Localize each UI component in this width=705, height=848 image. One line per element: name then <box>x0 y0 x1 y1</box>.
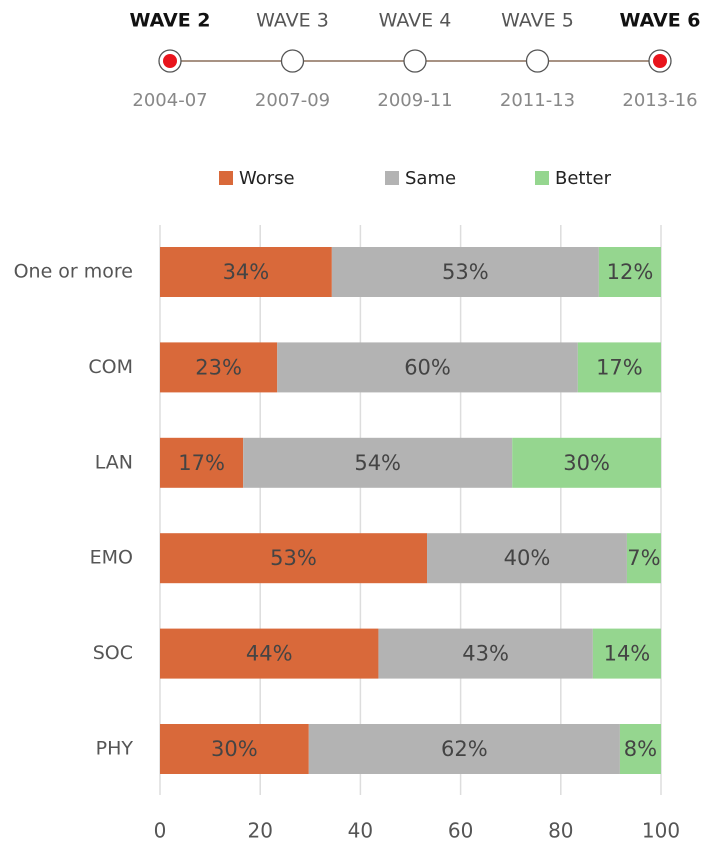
x-tick-label: 80 <box>548 819 573 843</box>
bar-segment <box>626 533 661 584</box>
wave-selected-dot[interactable] <box>163 54 177 68</box>
bar-segment <box>160 533 428 584</box>
wave-label[interactable]: WAVE 4 <box>379 10 452 32</box>
legend-swatch <box>219 171 233 185</box>
wave-dates: 2004-07 <box>132 90 207 111</box>
x-tick-label: 40 <box>348 819 373 843</box>
wave-dates: 2007-09 <box>255 90 330 111</box>
bar-segment <box>512 437 661 488</box>
wave-dates: 2009-11 <box>377 90 452 111</box>
wave-dates: 2011-13 <box>500 90 575 111</box>
value-label: 23% <box>195 355 242 379</box>
value-label: 14% <box>604 642 651 666</box>
value-label: 7% <box>627 546 660 570</box>
value-label: 17% <box>596 355 643 379</box>
bar-segment <box>427 533 627 584</box>
value-label: 30% <box>563 451 610 475</box>
y-tick-label: LAN <box>95 451 133 473</box>
wave-label[interactable]: WAVE 3 <box>256 10 329 32</box>
y-tick-label: COM <box>88 356 133 378</box>
legend-label: Better <box>555 168 612 189</box>
value-label: 17% <box>178 451 225 475</box>
value-label: 40% <box>504 546 551 570</box>
bar-segment <box>577 342 661 393</box>
x-tick-label: 0 <box>154 819 167 843</box>
y-tick-label: One or more <box>14 261 133 283</box>
value-label: 34% <box>223 260 270 284</box>
wave-label[interactable]: WAVE 5 <box>501 10 574 32</box>
value-label: 43% <box>462 642 509 666</box>
wave-dates: 2013-16 <box>622 90 697 111</box>
wave-dot[interactable] <box>403 49 427 73</box>
y-tick-label: EMO <box>90 547 133 569</box>
bar-segment <box>160 628 379 679</box>
bar-segment <box>378 628 593 679</box>
value-label: 44% <box>246 642 293 666</box>
x-tick-label: 20 <box>247 819 272 843</box>
bar-segment <box>619 724 661 774</box>
bar-segment <box>160 342 278 393</box>
value-label: 30% <box>211 737 258 761</box>
value-label: 53% <box>270 546 317 570</box>
x-tick-label: 100 <box>642 819 680 843</box>
y-tick-label: SOC <box>93 642 133 664</box>
legend-label: Worse <box>239 168 295 189</box>
bar-segment <box>598 247 661 297</box>
bar-segment <box>592 628 661 679</box>
value-label: 53% <box>442 260 489 284</box>
value-label: 60% <box>404 355 451 379</box>
bar-segment <box>243 437 513 488</box>
x-tick-label: 60 <box>448 819 473 843</box>
value-label: 8% <box>624 737 657 761</box>
value-label: 62% <box>441 737 488 761</box>
value-label: 12% <box>607 260 654 284</box>
wave-dot[interactable] <box>525 49 550 73</box>
wave-label[interactable]: WAVE 2 <box>129 10 210 32</box>
bar-segment <box>277 342 578 393</box>
wave-dot[interactable] <box>280 49 305 73</box>
legend-swatch <box>385 171 399 185</box>
y-tick-label: PHY <box>96 738 134 760</box>
wave-label[interactable]: WAVE 6 <box>619 10 700 32</box>
bar-segment <box>160 724 309 774</box>
legend-label: Same <box>405 168 456 189</box>
value-label: 54% <box>354 451 401 475</box>
wave-selected-dot[interactable] <box>653 54 667 68</box>
bar-segment <box>308 724 620 774</box>
bar-segment <box>331 247 599 297</box>
bar-segment <box>160 247 332 297</box>
legend-swatch <box>535 171 549 185</box>
bar-segment <box>160 437 244 488</box>
